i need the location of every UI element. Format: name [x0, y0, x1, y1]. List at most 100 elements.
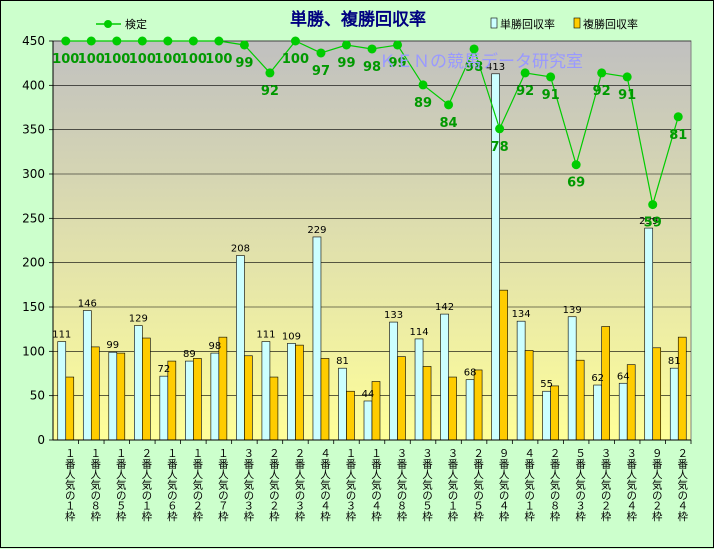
bar-tansho [236, 255, 245, 441]
y-tick-label: 0 [37, 433, 45, 447]
bar-fukusho [448, 376, 457, 441]
bar-fukusho [473, 369, 483, 441]
x-tick-label: ２番人気の４枠 [676, 448, 688, 522]
bar-tansho [338, 367, 347, 441]
bar-fukusho [116, 352, 126, 441]
x-tick-label: １番人気の３枠 [344, 448, 356, 522]
x-tick-label: ２番人気の３枠 [293, 448, 305, 522]
x-tick-label: １番人気の５枠 [115, 448, 127, 522]
bar-tansho-label: 81 [336, 356, 349, 367]
kentei-point [265, 68, 275, 78]
y-tick-label: 50 [30, 389, 45, 403]
bar-tansho-label: 89 [183, 349, 196, 360]
bar-tansho [440, 313, 449, 441]
bar-tansho-label: 239 [639, 216, 658, 227]
bar-tansho [134, 325, 143, 441]
kentei-label: 84 [440, 116, 458, 131]
bar-tansho-label: 99 [106, 340, 119, 351]
kentei-label: 99 [388, 56, 406, 71]
x-tick-label: ９番人気の４枠 [498, 448, 510, 522]
kentei-label: 100 [78, 52, 105, 67]
y-tick-label: 350 [22, 123, 45, 137]
x-tick-label: ３番人気の１枠 [447, 448, 459, 522]
legend-line-label: 検定 [125, 17, 147, 31]
kentei-label: 100 [52, 52, 79, 67]
kentei-point [316, 48, 326, 58]
bar-tansho [516, 320, 526, 441]
kentei-label: 81 [669, 128, 687, 143]
kentei-point [163, 36, 173, 46]
kentei-point [418, 80, 428, 90]
kentei-point [61, 36, 71, 46]
bar-tansho-label: 229 [307, 225, 326, 236]
bar-fukusho [90, 346, 100, 441]
bar-fukusho [193, 358, 202, 441]
kentei-label: 92 [516, 84, 534, 99]
bar-tansho-label: 129 [129, 314, 148, 325]
x-tick-label: ２番人気の２枠 [268, 448, 280, 522]
data-labels: 111 146 99 129 72 89 98 208 111 109 229 81 44 133 114 1… [52, 52, 687, 400]
x-tick-label: １番人気の８枠 [89, 448, 101, 522]
watermark-text: ＫＥＮの競馬データ研究室 [379, 51, 583, 72]
bar-tansho-label: 55 [540, 379, 553, 390]
bar-tansho-label: 114 [409, 327, 428, 338]
kentei-label: 100 [103, 52, 130, 67]
bar-tansho [618, 382, 628, 441]
bar-tansho-label: 111 [256, 330, 275, 341]
bar-tansho-label: 146 [78, 299, 97, 310]
x-tick-label: ２番人気の８枠 [549, 448, 561, 522]
legend-bar1-swatch [490, 17, 498, 29]
bar-fukusho [65, 376, 75, 441]
kentei-label: 92 [261, 84, 279, 99]
x-tick-label: ４番人気の１枠 [523, 448, 535, 522]
bar-tansho [465, 379, 475, 441]
bar-fukusho [677, 336, 687, 441]
bar-tansho-label: 44 [362, 389, 375, 400]
bar-fukusho [575, 359, 585, 441]
bar-fukusho [652, 347, 662, 441]
bar-tansho-label: 413 [486, 62, 505, 73]
bar-tansho-label: 142 [435, 302, 454, 313]
bar-tansho-label: 98 [209, 341, 222, 352]
y-tick-label: 150 [22, 300, 45, 314]
bar-fukusho [142, 337, 151, 441]
kentei-label: 100 [154, 52, 181, 67]
kentei-point [520, 68, 530, 78]
bar-tansho [312, 236, 322, 441]
x-tick-label: ２番人気の１枠 [140, 448, 152, 522]
legend: 検定 単勝回収率 複勝回収率 [96, 17, 638, 31]
kentei-label: 78 [491, 140, 509, 155]
bar-tansho-label: 64 [617, 371, 630, 382]
bar-group [57, 73, 687, 441]
x-tick-label: ４番人気の４枠 [319, 448, 331, 522]
kentei-point [571, 160, 581, 170]
kentei-label: 59 [644, 216, 662, 231]
x-tick-label: ５番人気の３枠 [574, 448, 586, 522]
kentei-label: 91 [542, 88, 560, 103]
bar-tansho-label: 109 [282, 331, 301, 342]
bar-tansho-label: 72 [157, 364, 170, 375]
kentei-label: 98 [363, 60, 381, 75]
bar-fukusho [524, 350, 534, 441]
bar-fukusho [295, 344, 304, 441]
bar-fukusho [422, 366, 432, 441]
bar-fukusho [499, 289, 508, 441]
bar-tansho-label: 208 [231, 244, 250, 255]
bar-tansho-label: 139 [563, 305, 582, 316]
axes: 0 50 100 150 200 250 300 350 400 450 １番人気の１枠 １番人気の８… [22, 34, 692, 522]
kentei-point [597, 68, 607, 78]
x-tick-label: ３番人気の４枠 [625, 448, 637, 522]
bar-tansho [363, 400, 373, 441]
bar-tansho [108, 351, 118, 441]
bar-tansho [542, 390, 551, 441]
y-tick-label: 450 [22, 34, 45, 48]
bar-tansho [669, 367, 679, 441]
kentei-label: 100 [180, 52, 207, 67]
kentei-point [137, 36, 147, 46]
y-tick-label: 200 [22, 256, 45, 270]
kentei-point [648, 200, 658, 210]
kentei-label: 100 [205, 52, 232, 67]
bar-tansho [57, 341, 67, 441]
bar-tansho [644, 227, 654, 441]
